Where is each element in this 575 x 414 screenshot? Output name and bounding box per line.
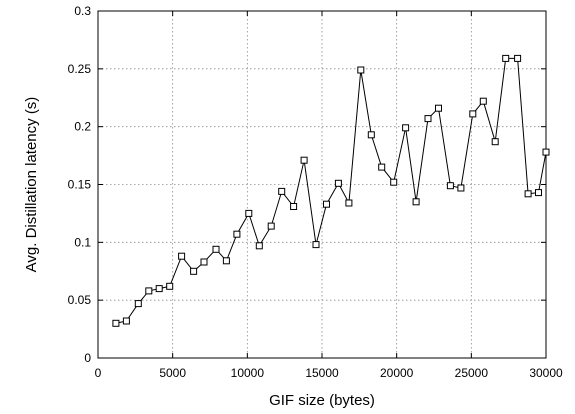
y-tick-label: 0.15 [68, 178, 92, 192]
data-point [323, 200, 330, 208]
data-point [134, 300, 142, 308]
x-tick-label: 10000 [231, 366, 265, 380]
axis-ticks [97, 10, 547, 359]
x-tick-label: 15000 [305, 366, 339, 380]
series-line [115, 57, 547, 324]
data-point [278, 187, 286, 195]
data-point [479, 97, 487, 105]
data-point [378, 163, 386, 171]
data-point [502, 54, 510, 62]
data-point [233, 230, 241, 238]
data-point [491, 138, 499, 146]
data-point [469, 110, 477, 118]
data-point [542, 148, 550, 156]
y-tick-label: 0.3 [74, 4, 91, 18]
data-point [200, 258, 208, 266]
data-point [245, 209, 253, 217]
data-point [412, 198, 420, 206]
data-point [300, 156, 308, 164]
data-point [367, 131, 375, 139]
data-point [190, 267, 198, 275]
data-point [255, 242, 263, 250]
y-tick-label: 0.2 [74, 120, 91, 134]
data-point [334, 179, 342, 187]
data-point [312, 241, 320, 249]
grid-lines [98, 11, 546, 358]
y-tick-label: 0 [84, 351, 91, 365]
data-point [178, 252, 186, 260]
series-group [112, 54, 550, 327]
y-tick-labels: 0 0.05 0.1 0.15 0.2 0.25 0.3 [68, 4, 92, 365]
x-tick-label: 30000 [529, 366, 563, 380]
plot-frame [97, 10, 547, 359]
data-point [345, 199, 353, 207]
data-point [222, 257, 230, 265]
data-point [212, 245, 220, 253]
data-point [145, 287, 153, 295]
data-point [535, 189, 542, 197]
data-point [457, 184, 465, 192]
y-tick-label: 0.05 [68, 293, 92, 307]
data-point [424, 115, 432, 123]
x-tick-label: 25000 [455, 366, 489, 380]
x-tick-labels: 0 5000 10000 15000 20000 25000 30000 [95, 366, 563, 380]
x-axis-label: GIF size (bytes) [269, 392, 375, 409]
x-tick-label: 0 [95, 366, 102, 380]
data-point [514, 54, 522, 62]
data-point [122, 317, 130, 325]
data-point [155, 285, 163, 293]
data-point [267, 222, 275, 230]
data-point [390, 178, 398, 186]
data-point [357, 66, 365, 74]
data-point [524, 190, 532, 198]
y-tick-label: 0.1 [74, 235, 91, 249]
data-point [402, 124, 410, 132]
data-point [290, 203, 298, 210]
x-tick-label: 5000 [159, 366, 186, 380]
data-point [435, 104, 442, 112]
y-axis-label: Avg. Distillation latency (s) [23, 97, 40, 273]
data-point [446, 182, 454, 190]
y-tick-label: 0.25 [68, 62, 92, 76]
x-tick-label: 20000 [380, 366, 414, 380]
data-point [166, 282, 174, 290]
data-point [112, 319, 120, 327]
